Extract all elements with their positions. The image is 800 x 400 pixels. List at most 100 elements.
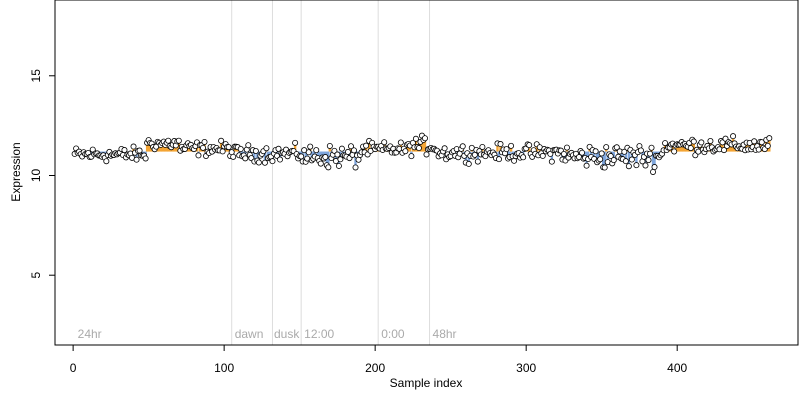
deviation-bar-316 — [550, 151, 554, 162]
data-point-378 — [642, 162, 649, 169]
data-point-351 — [601, 164, 608, 171]
data-point-232 — [421, 135, 428, 142]
data-point-226 — [412, 135, 419, 142]
data-point-391 — [662, 140, 669, 147]
data-point-62 — [165, 137, 172, 144]
data-point-375 — [637, 147, 644, 154]
data-point-98 — [219, 148, 226, 155]
data-point-372 — [633, 162, 640, 169]
annotation-5: 48hr — [433, 327, 457, 341]
deviation-bar-176 — [339, 151, 342, 160]
y-tick-label-2: 15 — [29, 69, 43, 83]
data-point-47 — [142, 155, 149, 162]
data-point-146 — [292, 139, 299, 146]
deviation-bar-154 — [305, 151, 309, 159]
data-point-339 — [583, 162, 590, 169]
deviation-bar-350 — [601, 151, 605, 168]
deviation-bar-57 — [159, 144, 162, 152]
deviation-bar-365 — [624, 151, 628, 162]
deviation-bar-282 — [499, 144, 502, 152]
data-point-113 — [242, 155, 249, 162]
deviation-bar-434 — [728, 143, 732, 152]
data-point-82 — [195, 152, 202, 159]
data-point-185 — [351, 147, 358, 154]
data-point-261 — [465, 160, 472, 167]
deviation-bar-157 — [310, 151, 313, 161]
x-tick-label-3: 300 — [516, 361, 536, 375]
data-point-193 — [363, 142, 370, 149]
data-point-219 — [402, 148, 409, 155]
data-point-410 — [690, 138, 697, 145]
data-point-228 — [415, 145, 422, 152]
data-point-127 — [263, 145, 270, 152]
deviation-bar-363 — [621, 151, 625, 160]
data-point-69 — [175, 137, 182, 144]
data-point-21 — [103, 158, 110, 165]
data-point-383 — [650, 168, 657, 175]
deviation-bar-232 — [423, 138, 427, 152]
data-point-436 — [730, 133, 737, 140]
deviation-bar-429 — [721, 142, 724, 152]
data-point-265 — [471, 151, 478, 158]
data-point-245 — [441, 145, 448, 152]
deviation-bar-414 — [698, 144, 702, 152]
deviation-bar-67 — [174, 145, 178, 152]
data-point-367 — [625, 163, 632, 170]
data-point-97 — [218, 137, 225, 144]
data-point-357 — [610, 157, 617, 164]
data-point-102 — [225, 144, 232, 151]
deviation-bar-398 — [674, 145, 677, 152]
x-tick-label-2: 200 — [365, 361, 385, 375]
data-point-382 — [648, 144, 655, 151]
deviation-bar-136 — [278, 151, 282, 160]
deviation-bar-306 — [535, 144, 538, 152]
data-point-86 — [201, 138, 208, 145]
deviation-bar-383 — [651, 151, 655, 172]
data-point-369 — [628, 156, 635, 163]
data-point-286 — [503, 146, 510, 153]
data-point-186 — [352, 164, 359, 171]
data-point-355 — [607, 153, 614, 160]
data-point-359 — [613, 144, 620, 151]
deviation-bar-396 — [671, 143, 674, 152]
deviation-bar-231 — [422, 139, 425, 152]
deviation-bar-338 — [583, 151, 587, 158]
data-point-267 — [474, 158, 481, 165]
deviation-bar-195 — [367, 140, 371, 152]
data-point-336 — [579, 149, 586, 156]
deviation-bar-186 — [354, 151, 357, 168]
data-point-41 — [133, 156, 140, 163]
deviation-bar-346 — [595, 151, 599, 163]
data-point-301 — [526, 142, 533, 149]
data-point-174 — [334, 151, 341, 158]
data-point-166 — [322, 154, 329, 161]
deviation-bar-347 — [597, 151, 600, 161]
data-point-345 — [592, 148, 599, 155]
data-point-177 — [338, 145, 345, 152]
data-point-384 — [651, 164, 658, 171]
data-point-85 — [199, 144, 206, 151]
data-point-397 — [671, 148, 678, 155]
deviation-bar-367 — [627, 151, 631, 167]
data-point-289 — [508, 142, 515, 149]
data-point-352 — [603, 144, 610, 151]
data-point-110 — [237, 146, 244, 153]
deviation-bar-357 — [612, 151, 615, 161]
data-point-460 — [766, 135, 773, 142]
data-point-450 — [751, 138, 758, 145]
data-point-39 — [130, 143, 137, 150]
annotation-0: 24hr — [78, 327, 102, 341]
data-point-270 — [479, 143, 486, 150]
deviation-bar-49 — [147, 140, 150, 152]
data-point-421 — [707, 138, 714, 145]
data-point-176 — [337, 156, 344, 163]
data-point-349 — [598, 150, 605, 157]
deviation-bar-182 — [348, 151, 351, 159]
data-point-135 — [275, 145, 282, 152]
annotation-2: dusk — [274, 327, 300, 341]
data-point-122 — [255, 159, 262, 166]
deviation-bar-146 — [293, 142, 297, 152]
data-point-43 — [136, 147, 143, 154]
data-point-408 — [687, 145, 694, 152]
